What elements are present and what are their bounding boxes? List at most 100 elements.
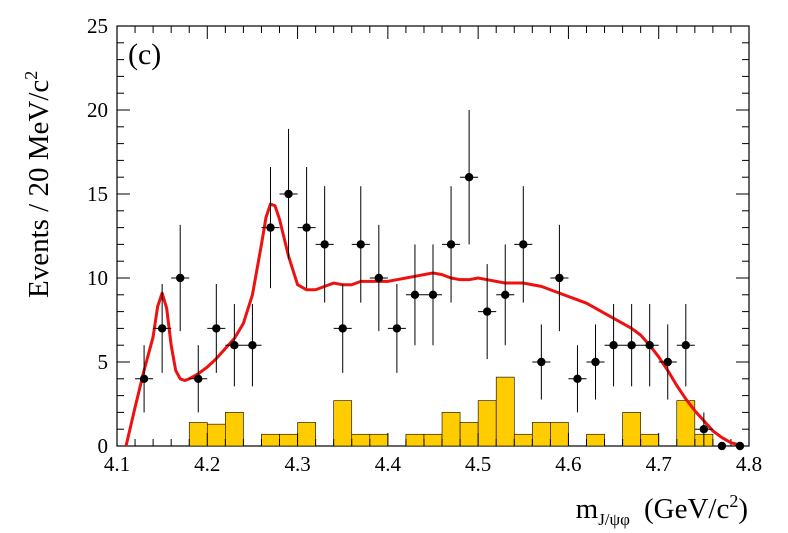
x-axis-title-unit: (GeV/c xyxy=(644,493,729,525)
data-point xyxy=(405,244,424,346)
data-point xyxy=(658,324,677,400)
x-axis-title-sub: J/ψφ xyxy=(598,510,630,529)
data-point xyxy=(712,441,731,451)
data-marker xyxy=(519,240,528,249)
background-bin xyxy=(532,422,551,447)
background-bin xyxy=(225,412,244,447)
data-point xyxy=(496,244,515,346)
background-bin xyxy=(513,433,533,447)
data-marker xyxy=(446,240,456,249)
data-marker xyxy=(410,290,420,299)
data-marker xyxy=(645,341,654,350)
background-bin xyxy=(586,433,605,447)
data-marker xyxy=(464,173,474,182)
data-point xyxy=(640,304,659,387)
background-histogram xyxy=(188,376,714,447)
data-point xyxy=(387,283,406,373)
background-bin xyxy=(206,423,226,447)
data-point xyxy=(694,412,713,446)
background-bin xyxy=(640,433,660,447)
data-point xyxy=(243,304,262,387)
background-bin xyxy=(495,376,515,447)
data-point xyxy=(153,283,172,373)
background-bin xyxy=(369,433,389,447)
data-point xyxy=(207,283,226,373)
x-tick-labels: 4.1 4.2 4.3 4.4 4.5 4.6 4.7 4.8 xyxy=(104,452,762,476)
fit-curve xyxy=(124,202,741,447)
data-marker xyxy=(338,324,347,333)
data-point xyxy=(442,186,461,303)
background-bin xyxy=(622,412,641,447)
data-marker xyxy=(356,240,365,249)
data-point xyxy=(171,224,190,332)
data-point xyxy=(225,304,244,387)
data-points xyxy=(135,110,749,451)
x-tick-label: 4.2 xyxy=(194,452,220,476)
x-tick-label: 4.1 xyxy=(104,452,130,476)
x-tick-label: 4.4 xyxy=(375,452,402,476)
data-marker xyxy=(591,357,600,367)
x-tick-label: 4.5 xyxy=(465,452,491,476)
background-bin xyxy=(279,433,298,447)
data-marker xyxy=(717,441,727,451)
data-point xyxy=(622,304,641,387)
data-marker xyxy=(609,341,618,350)
data-point xyxy=(568,345,587,413)
y-axis-title-main: Events / 20 MeV/c xyxy=(23,80,55,298)
background-bin xyxy=(351,433,371,447)
y-tick-label: 20 xyxy=(87,98,108,122)
data-marker xyxy=(212,324,221,333)
data-marker xyxy=(320,240,329,249)
data-marker xyxy=(627,341,636,350)
x-axis-title: mJ/ψφ (GeV/c2) xyxy=(576,491,748,529)
data-point xyxy=(333,283,352,373)
data-point xyxy=(550,224,569,332)
data-marker xyxy=(266,223,275,232)
data-point xyxy=(514,186,533,303)
background-bin xyxy=(477,400,497,447)
data-marker xyxy=(374,273,384,283)
x-axis-title-unit-close: ) xyxy=(738,493,748,525)
data-marker xyxy=(482,307,492,316)
data-marker xyxy=(194,374,203,383)
data-point xyxy=(730,441,749,451)
data-marker xyxy=(735,441,745,451)
data-marker xyxy=(537,357,546,367)
panel-label: (c) xyxy=(128,38,161,71)
data-point xyxy=(351,186,370,303)
data-marker xyxy=(699,425,709,434)
data-point xyxy=(297,167,316,289)
data-marker xyxy=(230,341,239,350)
data-point xyxy=(279,128,298,260)
data-marker xyxy=(176,273,185,283)
background-bin xyxy=(405,433,425,447)
data-point xyxy=(676,304,695,387)
background-bin xyxy=(441,412,461,447)
data-marker xyxy=(302,223,311,232)
background-bin xyxy=(333,400,353,447)
background-bin xyxy=(550,422,569,447)
x-axis-title-main: m xyxy=(576,493,599,525)
x-tick-label: 4.6 xyxy=(555,452,581,476)
data-point xyxy=(478,264,497,360)
y-tick-labels: 0 5 10 15 20 25 xyxy=(87,14,108,458)
data-marker xyxy=(555,273,564,283)
data-marker xyxy=(573,374,582,383)
y-tick-label: 5 xyxy=(98,350,109,374)
data-point xyxy=(423,244,443,346)
x-tick-label: 4.8 xyxy=(736,452,762,476)
x-tick-label: 4.7 xyxy=(646,452,672,476)
data-marker xyxy=(428,290,438,299)
fit-curve-layer xyxy=(124,202,741,447)
data-point xyxy=(135,345,154,413)
background-bin xyxy=(297,422,316,447)
data-point xyxy=(460,110,479,245)
data-marker xyxy=(157,324,167,333)
y-axis-title-sup: 2 xyxy=(21,71,41,80)
plot-frame xyxy=(116,25,750,447)
data-marker xyxy=(139,374,149,383)
data-marker xyxy=(681,341,690,350)
background-bin xyxy=(188,422,208,447)
data-point xyxy=(532,324,551,400)
data-marker xyxy=(663,357,672,367)
